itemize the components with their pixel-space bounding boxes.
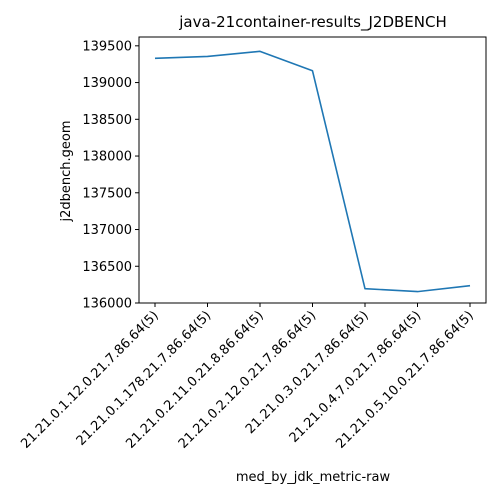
y-tick-label: 138000	[82, 150, 132, 165]
y-axis-title: j2dbench.geom	[59, 120, 74, 222]
plot-frame	[138, 36, 487, 304]
y-tick-label: 136500	[82, 260, 132, 275]
y-tick-label: 136000	[82, 297, 132, 312]
y-tick-label: 139000	[82, 76, 132, 91]
data-point	[207, 56, 209, 58]
data-point	[417, 291, 419, 293]
series-line	[154, 50, 471, 293]
data-point	[469, 285, 471, 287]
data-point	[154, 58, 156, 60]
data-point	[364, 288, 366, 290]
plot-area: 136000 136500 137000 137500 138000 138500 1390…	[18, 36, 487, 452]
data-point	[259, 51, 261, 53]
y-tick-label: 138500	[82, 113, 132, 128]
data-point	[312, 70, 314, 72]
x-axis-title: med_by_jdk_metric-raw	[236, 470, 391, 485]
chart-title: java-21container-results_J2DBENCH	[178, 13, 446, 32]
y-tick-label: 137000	[82, 223, 132, 238]
y-tick-label: 137500	[82, 186, 132, 201]
y-tick-label: 139500	[82, 39, 132, 54]
